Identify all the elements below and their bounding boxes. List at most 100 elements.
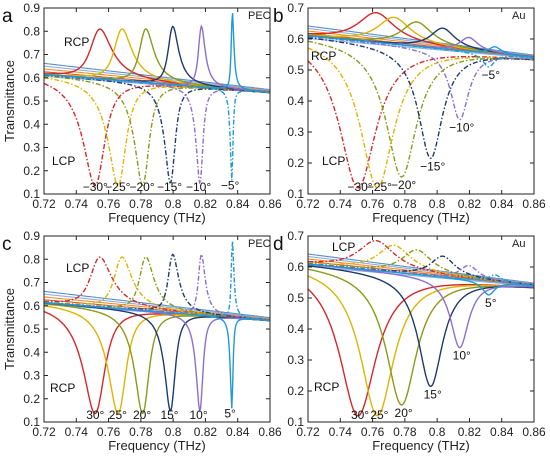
x-tick-label: 0.72 [296,425,320,439]
angle-label: −25° [367,180,392,194]
series-25-dip-line [44,305,270,415]
y-tick-label: 0.9 [23,229,40,243]
y-tick-label: 0.1 [287,415,304,429]
angle-label: −10° [449,121,474,135]
angle-label: 15° [160,408,178,422]
angle-label: −30° [83,180,108,194]
baseline-curve [308,255,534,285]
chart-panel-b: 0.72 0.74 0.76 0.78 0.8 0.82 0.84 0.86 0.1 0.2 0.3… [273,1,546,225]
y-tick-label: 0.5 [287,63,304,77]
y-tick-label: 0.1 [23,187,40,201]
series-25-dip-line [308,275,534,417]
x-tick-label: 0.78 [129,425,153,439]
y-tick-label: 0.3 [23,369,40,383]
y-tick-label: 0.3 [287,125,304,139]
y-tick-label: 0.2 [23,164,40,178]
angle-label: 20° [395,406,413,420]
x-tick-label: 0.74 [65,425,89,439]
x-tick-label: 0.8 [429,425,446,439]
x-tick-label: 0.76 [361,425,385,439]
x-tick-label: 0.74 [329,425,353,439]
material-label: Au [512,238,525,250]
x-tick-label: 0.76 [97,197,121,211]
series-10-peak-line [44,252,270,321]
material-label: PEC [248,10,271,22]
x-tick-label: 0.84 [226,197,250,211]
series-15-dip-line [308,265,534,388]
y-tick-label: 0.1 [287,187,304,201]
y-tick-label: 0.3 [23,141,40,155]
panel-label: c [2,234,12,255]
dip-polarization-label: RCP [50,381,75,395]
x-tick-label: 0.72 [32,425,56,439]
y-tick-label: 0.7 [23,276,40,290]
y-tick-label: 0.4 [23,117,40,131]
peak-polarization-label: LCP [66,261,89,275]
x-tick-label: 0.76 [361,197,385,211]
material-label: PEC [248,238,271,250]
series-10-dip-line [44,301,270,413]
y-tick-label: 0.6 [23,71,40,85]
y-tick-label: 0.7 [23,48,40,62]
angle-label: 30° [351,408,369,422]
series-5-peak-line [308,35,534,58]
x-axis-label: Frequency (THz) [108,438,206,453]
x-tick-label: 0.84 [490,197,514,211]
y-tick-label: 0.6 [23,299,40,313]
y-tick-label: 0.9 [23,1,40,15]
x-tick-label: 0.86 [522,197,546,211]
angle-label: 5° [485,296,497,310]
series-group [308,240,534,417]
y-axis-label: Transmittance [2,288,17,370]
y-tick-label: 0.7 [287,1,304,15]
angle-label: 10° [190,408,208,422]
y-tick-label: 0.6 [287,32,304,46]
x-tick-label: 0.72 [32,197,56,211]
y-tick-label: 0.4 [23,345,40,359]
angle-label: −15° [420,159,445,173]
series-15-dip-line [308,37,534,160]
series-group [44,241,270,415]
chart-panel-c: 0.72 0.74 0.76 0.78 0.8 0.82 0.84 0.86 0.1 0.2 0.3… [2,229,282,453]
peak-polarization-label: RCP [64,35,89,49]
series-5-dip-line [308,35,534,68]
y-tick-label: 0.5 [287,291,304,305]
x-tick-label: 0.8 [165,425,182,439]
series-15-dip-line [44,74,270,184]
y-axis-label: Transmittance [2,60,17,142]
x-tick-label: 0.86 [258,197,282,211]
chart-panel-a: 0.72 0.74 0.76 0.78 0.8 0.82 0.84 0.86 0.1 0.2 0.3… [2,1,282,225]
series-5-peak-line [44,241,270,321]
x-tick-label: 0.84 [490,425,514,439]
angle-label: 25° [370,408,388,422]
x-axis-label: Frequency (THz) [108,210,206,225]
baseline-curve [44,293,270,319]
series-20-dip-line [44,303,270,415]
x-tick-label: 0.82 [458,425,482,439]
series-5-dip-line [44,301,270,409]
panel-label: d [273,234,284,255]
series-group [44,13,270,187]
y-tick-label: 0.1 [23,415,40,429]
y-tick-label: 0.2 [287,156,304,170]
x-tick-label: 0.78 [393,425,417,439]
y-tick-label: 0.5 [23,322,40,336]
x-tick-label: 0.74 [65,197,89,211]
x-tick-label: 0.8 [165,197,182,211]
y-tick-label: 0.4 [287,322,304,336]
panel-label: a [2,6,13,27]
series-5-peak-line [308,263,534,286]
angle-label: −30° [347,180,372,194]
baseline-curve [308,37,534,59]
material-label: Au [512,10,525,22]
x-tick-label: 0.86 [258,425,282,439]
angle-label: −20° [391,178,416,192]
y-tick-label: 0.3 [287,353,304,367]
angle-label: −15° [157,180,182,194]
series-20-dip-line [308,40,534,178]
angle-label: 5° [224,407,236,421]
series-5-dip-line [308,263,534,296]
series-20-dip-line [308,268,534,406]
y-tick-label: 0.8 [23,252,40,266]
peak-polarization-label: RCP [311,49,336,63]
